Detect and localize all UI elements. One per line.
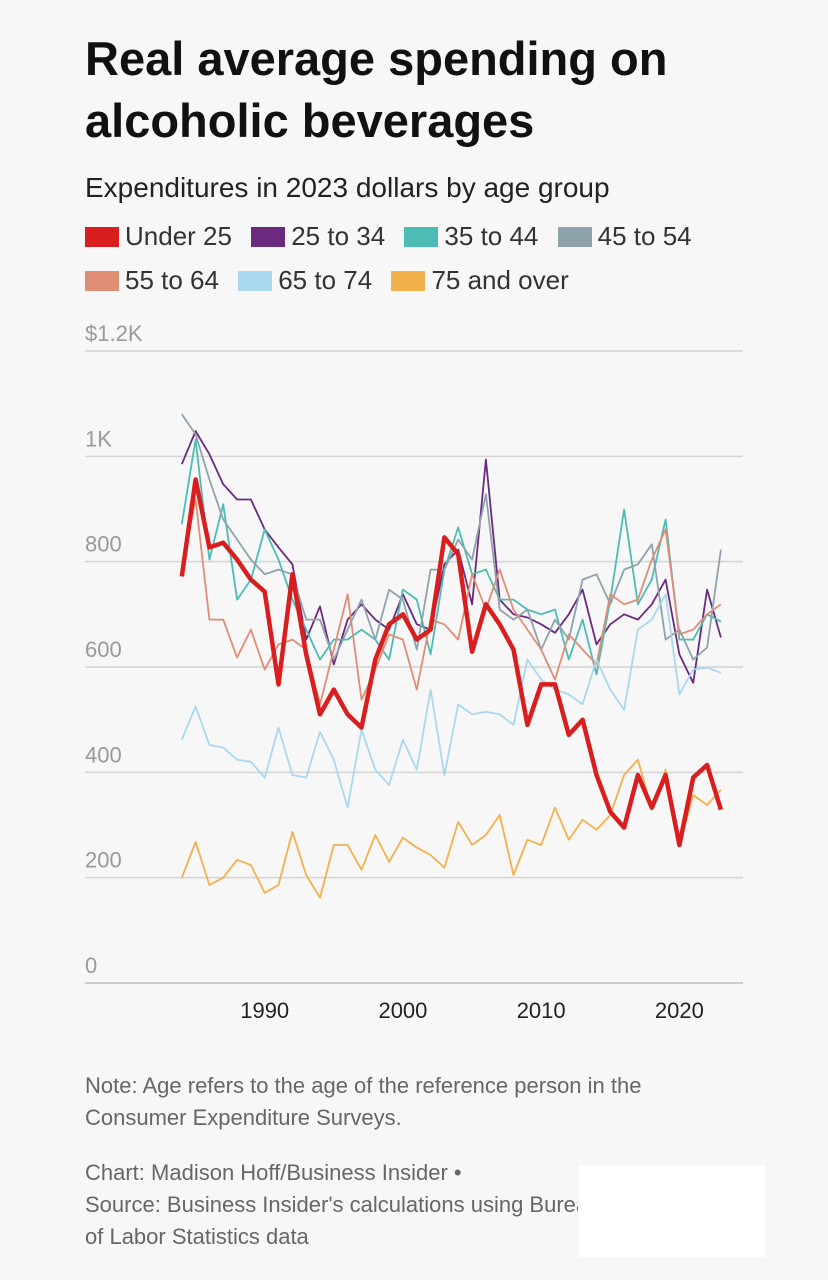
legend-swatch <box>557 227 592 247</box>
y-tick-label: 800 <box>85 532 122 557</box>
y-tick-label: 400 <box>85 742 122 767</box>
chart-subtitle: Expenditures in 2023 dollars by age grou… <box>85 172 610 203</box>
x-tick-label: 2010 <box>517 998 566 1023</box>
legend-item: 55 to 64 <box>85 265 219 295</box>
y-tick-label: 600 <box>85 637 122 662</box>
legend-item: Under 25 <box>85 221 232 251</box>
legend-item: 35 to 44 <box>404 221 538 251</box>
series-line <box>180 498 722 706</box>
cover-box <box>578 1165 766 1257</box>
chart-title: Real average spending on alcoholic bever… <box>85 32 668 147</box>
credits: Chart: Madison Hoff/Business Insider • S… <box>85 1157 605 1253</box>
legend-swatch <box>404 227 439 247</box>
series-line <box>180 593 722 809</box>
legend-item: 45 to 54 <box>557 221 692 251</box>
y-tick-label: 200 <box>85 848 122 873</box>
legend-label: 25 to 34 <box>291 221 386 251</box>
note: Note: Age refers to the age of the refer… <box>85 1073 642 1130</box>
legend-item: 75 and over <box>391 265 569 295</box>
legend-label: 45 to 54 <box>597 221 692 251</box>
series-line <box>181 413 722 661</box>
legend-swatch <box>85 271 119 291</box>
series-line <box>180 758 722 899</box>
legend-label: 35 to 44 <box>444 221 539 251</box>
legend-label: 75 and over <box>431 265 569 295</box>
legend-item: 25 to 34 <box>251 221 385 251</box>
source: Source: Business Insider's calculations … <box>85 1192 601 1249</box>
chart: 0 200 400 600 800 1K $1.2K 1990 2000 2010 2020 <box>85 321 743 1023</box>
x-tick-label: 2000 <box>378 998 427 1023</box>
x-tick-label: 1990 <box>240 998 289 1023</box>
y-tick-label: 0 <box>85 953 97 978</box>
legend-item: 65 to 74 <box>238 265 372 295</box>
legend-swatch <box>85 227 119 247</box>
legend-swatch <box>391 271 426 291</box>
credit: Chart: Madison Hoff/Business Insider • <box>85 1160 462 1185</box>
legend-swatch <box>251 227 286 247</box>
x-tick-label: 2020 <box>655 998 704 1023</box>
series-line <box>180 430 722 684</box>
legend-swatch <box>238 271 273 291</box>
series-line <box>179 477 724 848</box>
y-tick-label: $1.2K <box>85 321 143 346</box>
legend-label: Under 25 <box>125 221 232 251</box>
y-tick-label: 1K <box>85 426 112 451</box>
legend-label: 65 to 74 <box>278 265 373 295</box>
legend-label: 55 to 64 <box>125 265 219 295</box>
legend: Under 25 25 to 34 35 to 44 45 to 54 55 t… <box>85 214 725 302</box>
